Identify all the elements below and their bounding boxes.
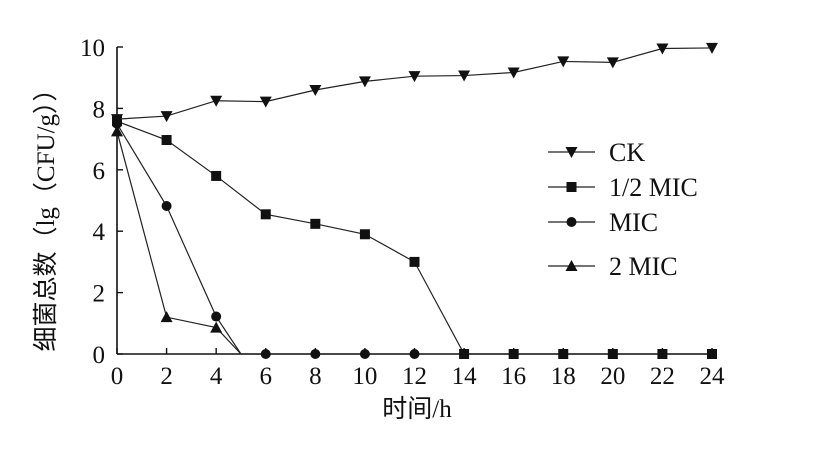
data-point-1-2-mic	[607, 349, 618, 359]
legend-marker	[565, 260, 578, 271]
x-tick-label: 18	[551, 363, 576, 390]
data-point-ck	[706, 42, 718, 54]
data-point-ck	[309, 84, 322, 96]
data-point-1-2-mic	[310, 218, 321, 229]
data-point-1-2-mic	[558, 349, 569, 359]
data-point-mic	[310, 349, 321, 359]
legend-marker	[565, 147, 578, 158]
legend-item-mic: MIC	[548, 208, 658, 237]
data-point-2-mic	[160, 311, 173, 323]
series-line-2-mic	[116, 131, 242, 355]
x-tick-label: 4	[210, 363, 223, 390]
legend-label: CK	[609, 138, 645, 167]
legend-item-2-mic: 2 MIC	[548, 252, 678, 281]
data-point-ck	[259, 96, 272, 108]
x-tick-label: 8	[309, 363, 322, 390]
x-tick-label: 2	[160, 363, 173, 390]
y-tick-label: 10	[80, 35, 105, 62]
series-2-mic	[111, 125, 242, 355]
legend-marker	[566, 217, 577, 227]
x-tick-label: 14	[452, 363, 478, 390]
legend-item-ck: CK	[548, 138, 645, 167]
data-point-mic	[409, 349, 420, 359]
y-tick-label: 2	[93, 281, 106, 308]
x-tick-label: 12	[402, 363, 427, 390]
x-tick-label: 22	[650, 363, 675, 390]
legend: CK 1/2 MIC MIC 2 MIC	[548, 138, 698, 281]
data-point-mic	[161, 201, 172, 212]
y-tick-label: 4	[93, 219, 106, 246]
data-point-ck	[507, 67, 520, 79]
data-point-1-2-mic	[211, 170, 222, 181]
data-point-1-2-mic	[359, 229, 370, 240]
series-line-mic	[116, 123, 415, 355]
legend-label: MIC	[609, 208, 658, 237]
data-point-2-mic	[210, 321, 223, 333]
data-point-1-2-mic	[260, 209, 271, 220]
x-axis-title: 时间/h	[382, 395, 452, 423]
data-point-ck	[458, 70, 471, 82]
y-tick-label: 0	[93, 342, 106, 369]
data-point-ck	[111, 114, 123, 126]
data-point-1-2-mic	[459, 349, 470, 359]
data-point-1-2-mic	[409, 256, 420, 267]
data-point-mic	[211, 311, 222, 322]
data-point-1-2-mic	[657, 349, 668, 359]
x-tick-label: 20	[600, 363, 625, 390]
legend-marker	[566, 182, 577, 192]
data-point-1-2-mic	[161, 135, 172, 146]
data-point-ck	[358, 76, 371, 88]
y-axis-title: 细菌总数（lg（CFU/g））	[32, 76, 60, 351]
data-point-1-2-mic	[707, 349, 717, 359]
data-point-ck	[160, 111, 173, 123]
data-point-ck	[656, 43, 669, 55]
data-point-2-mic	[111, 125, 123, 137]
series-ck	[111, 42, 718, 126]
data-point-ck	[408, 71, 421, 83]
data-point-1-2-mic	[508, 349, 519, 359]
x-tick-label: 16	[501, 363, 526, 390]
x-tick-label: 6	[260, 363, 273, 390]
data-point-ck	[557, 56, 570, 68]
x-tick-label: 0	[111, 363, 124, 390]
x-tick-label: 24	[700, 363, 726, 390]
legend-label: 1/2 MIC	[609, 173, 698, 202]
x-tick-label: 10	[352, 363, 377, 390]
legend-label: 2 MIC	[609, 252, 678, 281]
legend-item-1-2-mic: 1/2 MIC	[548, 173, 698, 202]
series-layer	[111, 42, 718, 359]
y-tick-label: 6	[93, 158, 106, 185]
series-line-ck	[116, 47, 713, 120]
y-tick-label: 8	[93, 96, 106, 123]
data-point-ck	[606, 57, 619, 69]
data-point-mic	[260, 349, 271, 359]
data-point-mic	[359, 349, 370, 359]
data-point-ck	[210, 95, 223, 107]
